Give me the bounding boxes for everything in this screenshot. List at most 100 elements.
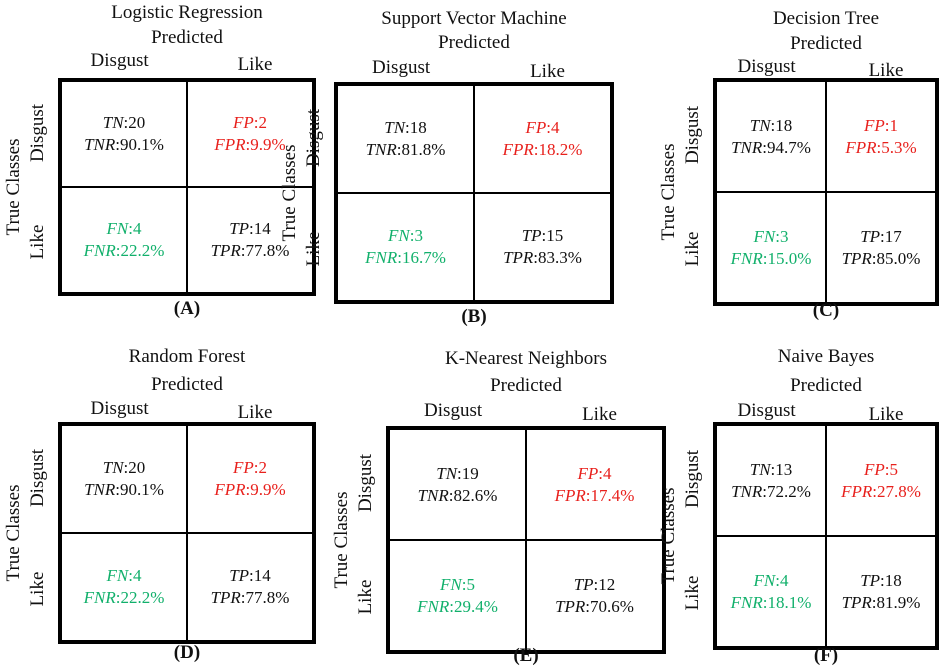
cell-line: FPR:9.9% — [214, 134, 285, 156]
metric-value: :22.2% — [115, 241, 165, 260]
column-label-like: Like — [237, 402, 273, 423]
column-label-like: Like — [530, 61, 565, 82]
metric-value: :18 — [405, 118, 427, 137]
metric-value: :77.8% — [240, 241, 290, 260]
predicted-label: Predicted — [438, 32, 510, 53]
cell-line: TPR:77.8% — [211, 587, 290, 609]
row-label-disgust: Disgust — [682, 449, 703, 509]
panel-title: Logistic Regression — [111, 2, 263, 23]
column-label-like: Like — [868, 60, 904, 81]
cell-line: TP:18 — [860, 570, 902, 592]
row-label-disgust: Disgust — [682, 105, 703, 165]
cell-line: TP:12 — [574, 574, 616, 596]
metric-value: :18 — [770, 115, 793, 135]
metric-value: :18.2% — [533, 140, 583, 159]
cell-line: TP:17 — [860, 226, 902, 248]
confusion-matrix-panel: Naive Bayes Predicted Disgust Like True Clas… — [637, 340, 941, 666]
metric-name: FPR — [841, 481, 873, 501]
cell-true-positive: TP:15 TPR:83.3% — [474, 193, 611, 301]
metric-name: FP — [863, 115, 885, 135]
metric-name: FPR — [502, 140, 534, 159]
metric-name: TPR — [555, 596, 586, 616]
predicted-label: Predicted — [490, 375, 562, 396]
metric-value: :3 — [409, 226, 423, 245]
confusion-matrix-panel: Support Vector Machine Predicted Disgust Li… — [279, 0, 618, 327]
metric-value: :20 — [123, 458, 146, 477]
metric-name: TP — [229, 219, 250, 238]
metric-name: TP — [521, 226, 542, 245]
metric-name: TP — [860, 226, 881, 246]
cell-line: FP:5 — [864, 459, 898, 481]
confusion-matrix: TN:20 TNR:90.1% FP:2 FPR:9.9% FN:4 FNR:22.2% T… — [58, 422, 316, 644]
metric-name: FNR — [417, 596, 450, 616]
cell-line: TN:18 — [384, 117, 427, 139]
metric-name: TN — [436, 463, 458, 483]
metric-value: :9.9% — [245, 480, 286, 499]
cell-line: TN:18 — [750, 115, 793, 137]
cell-line: TP:14 — [229, 218, 271, 240]
true-classes-label: True Classes — [331, 491, 352, 589]
metric-name: TN — [749, 115, 771, 135]
metric-value: :2 — [253, 113, 267, 132]
metric-name: TPR — [841, 592, 872, 612]
cell-line: TNR:94.7% — [731, 137, 811, 159]
cell-line: TNR:81.8% — [366, 139, 446, 161]
metric-name: TN — [749, 459, 771, 479]
cell-true-negative: TN:18 TNR:94.7% — [716, 81, 826, 192]
cell-line: FP:2 — [233, 457, 267, 479]
column-label-disgust: Disgust — [737, 56, 796, 77]
metric-name: TNR — [365, 140, 397, 159]
cell-line: FN:5 — [440, 574, 475, 596]
cell-line: FPR:27.8% — [841, 481, 921, 503]
cell-false-positive: FP:4 FPR:17.4% — [526, 429, 663, 540]
confusion-matrix-panel: Decision Tree Predicted Disgust Like True Cl… — [637, 0, 941, 321]
cell-line: TP:14 — [229, 565, 271, 587]
row-label-disgust: Disgust — [303, 108, 324, 167]
cell-false-negative: FN:4 FNR:22.2% — [61, 187, 187, 293]
column-label-disgust: Disgust — [424, 400, 483, 421]
metric-name: TNR — [731, 481, 763, 501]
metric-name: FP — [577, 463, 599, 483]
metric-name: TP — [860, 570, 881, 590]
metric-value: :14 — [249, 219, 271, 238]
cell-line: TPR:77.8% — [211, 240, 290, 262]
metric-value: :12 — [593, 574, 616, 594]
metric-name: TPR — [503, 248, 534, 267]
column-label-disgust: Disgust — [372, 57, 431, 78]
cell-false-negative: FN:4 FNR:22.2% — [61, 533, 187, 641]
metric-value: :4 — [546, 118, 560, 137]
metric-name: TNR — [417, 485, 449, 505]
metric-value: :29.4% — [449, 596, 498, 616]
cell-line: TNR:82.6% — [418, 485, 498, 507]
metric-value: :2 — [253, 458, 267, 477]
metric-name: FN — [753, 226, 776, 246]
row-label-like: Like — [682, 575, 703, 611]
row-label-disgust: Disgust — [27, 448, 48, 507]
panel-id-label: (D) — [173, 642, 201, 663]
cell-line: FP:1 — [864, 115, 898, 137]
metric-name: FP — [232, 113, 254, 132]
column-label-disgust: Disgust — [90, 398, 149, 419]
metric-value: :90.1% — [115, 135, 164, 154]
cell-true-negative: TN:19 TNR:82.6% — [389, 429, 526, 540]
panel-id-label: (F) — [813, 645, 839, 666]
true-classes-label: True Classes — [658, 143, 679, 241]
metric-value: :85.0% — [871, 248, 921, 268]
metric-name: FPR — [214, 480, 246, 499]
panel-id-label: (C) — [812, 300, 840, 321]
confusion-matrix: TN:13 TNR:72.2% FP:5 FPR:27.8% FN:4 FNR:18.1%… — [713, 422, 939, 650]
metric-name: FN — [388, 226, 410, 245]
row-label-like: Like — [27, 224, 48, 259]
column-label-like: Like — [868, 404, 904, 425]
cell-line: FNR:15.0% — [731, 248, 812, 270]
cell-line: FN:3 — [754, 226, 789, 248]
cell-false-positive: FP:4 FPR:18.2% — [474, 85, 611, 193]
metric-name: TP — [229, 566, 250, 585]
cell-line: TN:20 — [103, 457, 146, 479]
cell-line: TPR:83.3% — [503, 247, 582, 269]
metric-value: :72.2% — [762, 481, 811, 501]
cell-line: TN:20 — [103, 112, 146, 134]
metric-value: :4 — [128, 219, 142, 238]
confusion-matrix: TN:18 TNR:94.7% FP:1 FPR:5.3% FN:3 FNR:15.0% T… — [713, 78, 939, 306]
metric-value: :81.9% — [871, 592, 921, 612]
